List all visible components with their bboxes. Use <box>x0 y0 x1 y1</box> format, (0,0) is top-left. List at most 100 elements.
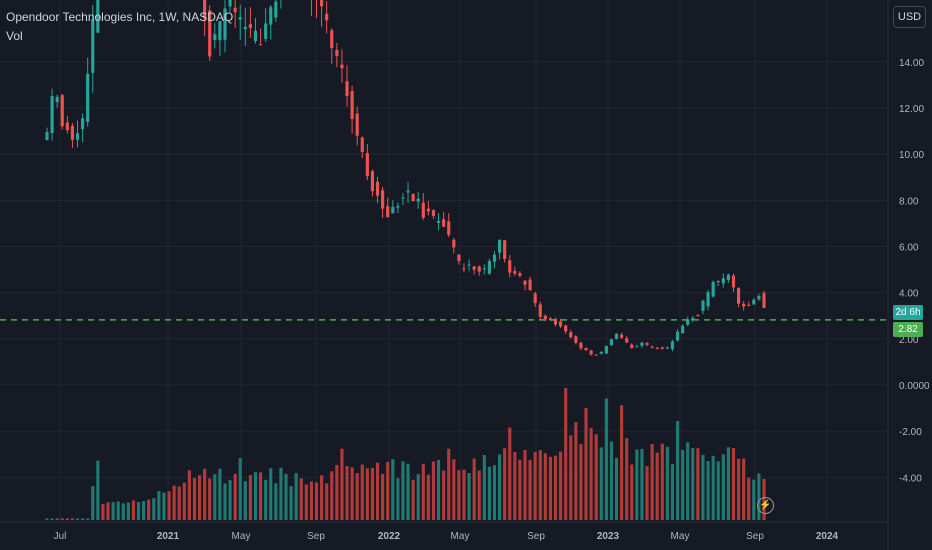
candle-body <box>213 34 217 41</box>
volume-bar <box>147 499 151 520</box>
volume-bar <box>477 470 481 520</box>
time-tick-label: May <box>671 531 690 542</box>
candle-body <box>482 268 486 270</box>
volume-bar <box>208 478 212 520</box>
volume-bar <box>457 470 461 520</box>
volume-bar <box>197 475 202 520</box>
price-axis[interactable]: 14.00 12.00 10.00 8.00 6.00 4.00 2.00 0.0000 -2.… <box>899 58 930 484</box>
volume-bar <box>136 502 141 520</box>
candle-body <box>609 339 614 346</box>
time-tick-label: 2023 <box>597 531 620 542</box>
volume-label: Vol <box>6 29 23 43</box>
candle-body <box>614 333 619 339</box>
candle-body <box>243 26 247 30</box>
volume-bar <box>304 484 308 520</box>
volume-bar <box>492 465 497 520</box>
volume-bar <box>472 458 476 520</box>
candle-body <box>716 280 720 283</box>
time-tick-label: May <box>451 531 470 542</box>
volume-bar <box>335 464 339 520</box>
volume-bar <box>299 478 303 520</box>
volume-bar <box>579 444 583 520</box>
candle-body <box>55 96 59 103</box>
volume-bar <box>691 448 695 520</box>
volume-bar <box>330 471 334 520</box>
currency-button[interactable]: USD <box>893 6 926 28</box>
lightning-icon[interactable]: ⚡ <box>757 497 774 514</box>
volume-bar <box>533 451 537 520</box>
volume-bar <box>238 457 242 520</box>
candle-body <box>96 0 100 33</box>
volume-bar <box>101 503 105 520</box>
volume-bar <box>518 459 522 520</box>
volume-bar <box>721 454 725 520</box>
candle-body <box>736 288 741 304</box>
price-tick-label: 14.00 <box>899 58 924 69</box>
time-tick-label: Sep <box>746 531 764 542</box>
volume-bar <box>365 468 369 520</box>
candle-body <box>370 171 375 192</box>
volume-bar <box>447 448 451 520</box>
volume-bar <box>548 456 553 520</box>
time-axis[interactable]: Jul 2021 May Sep 2022 May Sep 2023 May Sep 2024 <box>54 531 839 542</box>
candle-body <box>503 240 507 260</box>
candle-body <box>426 208 430 212</box>
candle-body <box>442 219 446 227</box>
candle-body <box>594 354 598 356</box>
candle-body <box>711 281 715 297</box>
candle-body <box>355 113 359 136</box>
volume-bar <box>452 459 456 520</box>
volume-bar <box>553 455 558 520</box>
volume-bar <box>462 469 466 520</box>
volume-bar <box>370 467 375 520</box>
time-tick-label: 2022 <box>378 531 401 542</box>
volume-bar <box>686 442 690 520</box>
volume-bar <box>284 473 288 520</box>
candle-body <box>625 338 629 343</box>
candle-body <box>350 91 354 120</box>
candle-body <box>340 64 344 69</box>
volume-bar <box>543 453 547 520</box>
volume-bar <box>696 448 700 520</box>
volume-bar <box>757 473 761 520</box>
candle-body <box>574 336 578 343</box>
candlesticks <box>45 0 766 356</box>
volume-bar <box>640 448 644 520</box>
volume-bar <box>584 407 588 520</box>
volume-bar <box>701 454 705 520</box>
candle-body <box>645 342 649 345</box>
volume-bar <box>614 457 619 520</box>
volume-bar <box>50 518 54 520</box>
volume-bar <box>523 450 527 520</box>
candle-body <box>396 205 400 208</box>
volume-bar <box>711 455 715 520</box>
candle-body <box>579 342 583 349</box>
volume-bar <box>406 463 410 520</box>
price-tick-label: 8.00 <box>899 196 919 207</box>
volume-bar <box>233 473 237 520</box>
candle-body <box>508 260 512 273</box>
candle-body <box>564 325 568 332</box>
volume-bar <box>609 441 614 520</box>
time-tick-label: 2024 <box>816 531 839 542</box>
volume-bar <box>142 501 146 520</box>
volume-bar <box>60 518 64 520</box>
volume-bar <box>675 421 680 520</box>
volume-bar <box>569 435 573 520</box>
candle-body <box>238 17 242 20</box>
candle-body <box>589 350 593 355</box>
volume-bar <box>752 479 756 520</box>
volume-bar <box>345 466 349 520</box>
candle-body <box>330 30 334 48</box>
chart-title: Opendoor Technologies Inc, 1W, NASDAQ <box>6 10 234 24</box>
volume-bar <box>503 448 507 520</box>
candle-body <box>375 181 380 196</box>
candle-body <box>45 132 49 141</box>
candle-body <box>248 24 252 28</box>
volume-bar <box>91 486 95 520</box>
volume-bar <box>589 428 593 520</box>
volume-bar <box>309 481 314 520</box>
volume-bar <box>70 518 75 520</box>
volume-bar <box>650 443 654 520</box>
